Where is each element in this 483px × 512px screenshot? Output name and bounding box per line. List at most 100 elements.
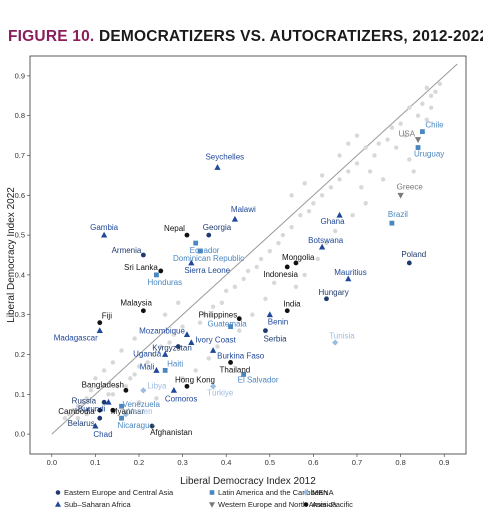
- background-point: [428, 105, 434, 110]
- y-tick-label: 0.8: [15, 111, 25, 120]
- background-point: [176, 300, 181, 305]
- background-point: [407, 105, 412, 110]
- point-botswana: [319, 243, 326, 250]
- point-kyrgyzstan: [175, 344, 181, 349]
- background-point: [154, 396, 159, 401]
- point-label-uganda: Uganda: [133, 350, 162, 359]
- point-malaysia: [140, 308, 146, 314]
- point-philippines: [236, 316, 242, 322]
- background-point: [136, 400, 142, 405]
- legend-marker-weurna: [209, 502, 215, 508]
- background-point: [372, 153, 377, 158]
- point-label-yemen: Yemen: [128, 407, 153, 416]
- background-point: [132, 372, 137, 377]
- point-chile: [420, 129, 425, 135]
- y-tick-label: 0.1: [15, 390, 25, 399]
- y-tick-label: 0.0: [15, 430, 25, 439]
- point-label-botswana: Botswana: [308, 236, 344, 245]
- point-dominican-republic: [197, 248, 203, 254]
- point-sierra-leone: [188, 259, 195, 266]
- background-point: [385, 137, 390, 142]
- point-label-russia: Russia: [72, 396, 97, 405]
- point-seychelles: [214, 164, 221, 170]
- y-tick-label: 0.2: [15, 350, 25, 359]
- figure-label: FIGURE 10.: [8, 28, 95, 45]
- point-label-ivory-coast: Ivory Coast: [195, 336, 236, 345]
- point-t-rkiye: [210, 383, 217, 390]
- background-point: [75, 404, 81, 409]
- background-point: [354, 133, 360, 138]
- background-point: [119, 348, 124, 353]
- point-greece: [397, 192, 404, 199]
- background-point: [110, 392, 116, 397]
- y-tick-label: 0.5: [15, 231, 25, 240]
- point-benin: [266, 311, 273, 318]
- background-point: [232, 284, 238, 290]
- point-label-philippines: Philippines: [199, 311, 238, 320]
- background-point: [302, 181, 307, 186]
- background-point: [241, 276, 246, 282]
- background-point: [306, 209, 312, 214]
- background-point: [424, 85, 429, 91]
- background-point: [62, 415, 68, 421]
- point-label-burkina-faso: Burkina Faso: [217, 352, 265, 361]
- point-labels: Chile USA Uruguay Greece Seychelles Brazil Gha…: [54, 121, 445, 440]
- background-point: [237, 328, 242, 333]
- point-label-burundi: Burundi: [78, 404, 106, 413]
- background-point: [407, 157, 412, 162]
- background-point: [315, 256, 320, 262]
- background-point: [136, 364, 142, 369]
- point-nicaragua: [119, 415, 124, 421]
- point-russia: [101, 399, 107, 405]
- point-armenia: [140, 252, 146, 258]
- point-bangladesh: [123, 387, 129, 393]
- point-haiti: [162, 368, 168, 373]
- y-tick-label: 0.6: [15, 191, 25, 200]
- background-point: [359, 185, 364, 190]
- labeled-points: [92, 129, 425, 429]
- point-sri-lanka: [158, 268, 164, 274]
- point-label-mauritius: Mauritius: [334, 268, 366, 277]
- background-point: [93, 376, 98, 381]
- y-tick-label: 0.4: [15, 270, 25, 279]
- point-label-kyrgyzstan: Kyrgyzstan: [152, 344, 192, 353]
- point-afghanistan: [149, 423, 155, 429]
- background-point: [210, 304, 216, 309]
- x-axis-label: Liberal Democracy Index 2012: [180, 476, 316, 487]
- point-ivory-coast: [188, 339, 195, 345]
- background-point: [250, 312, 255, 317]
- point-label-serbia: Serbia: [263, 335, 287, 344]
- point-label-nicaragua: Nicaragua: [118, 421, 155, 430]
- point-label-chile: Chile: [425, 121, 444, 130]
- background-point: [263, 296, 268, 301]
- background-point: [267, 248, 272, 254]
- background-point: [180, 376, 185, 381]
- background-point: [180, 324, 185, 329]
- point-myanmar: [110, 407, 116, 413]
- background-point: [71, 408, 76, 413]
- background-point: [328, 185, 334, 190]
- legend-label-mena: MENA: [312, 488, 334, 497]
- background-point: [145, 360, 150, 365]
- point-label-bangladesh: Bangladesh: [82, 380, 124, 389]
- background-point: [380, 177, 386, 182]
- x-tick-label: 0.2: [134, 458, 144, 467]
- point-label-malaysia: Malaysia: [120, 299, 152, 308]
- background-point: [424, 117, 429, 122]
- y-tick-label: 0.7: [15, 151, 25, 160]
- background-point: [293, 284, 299, 290]
- point-label-el-salvador: El Salvador: [238, 375, 279, 384]
- background-points: [62, 81, 443, 421]
- point-nepal: [184, 232, 190, 238]
- point-thailand: [228, 360, 233, 365]
- background-point: [394, 145, 399, 150]
- background-point: [171, 332, 177, 337]
- background-point: [271, 280, 277, 286]
- point-label-mali: Mali: [140, 362, 155, 371]
- background-point: [415, 113, 421, 118]
- point-label-poland: Poland: [401, 250, 426, 259]
- point-serbia: [263, 328, 268, 334]
- background-point: [402, 133, 408, 138]
- background-point: [428, 93, 434, 99]
- point-label-india: India: [283, 300, 301, 309]
